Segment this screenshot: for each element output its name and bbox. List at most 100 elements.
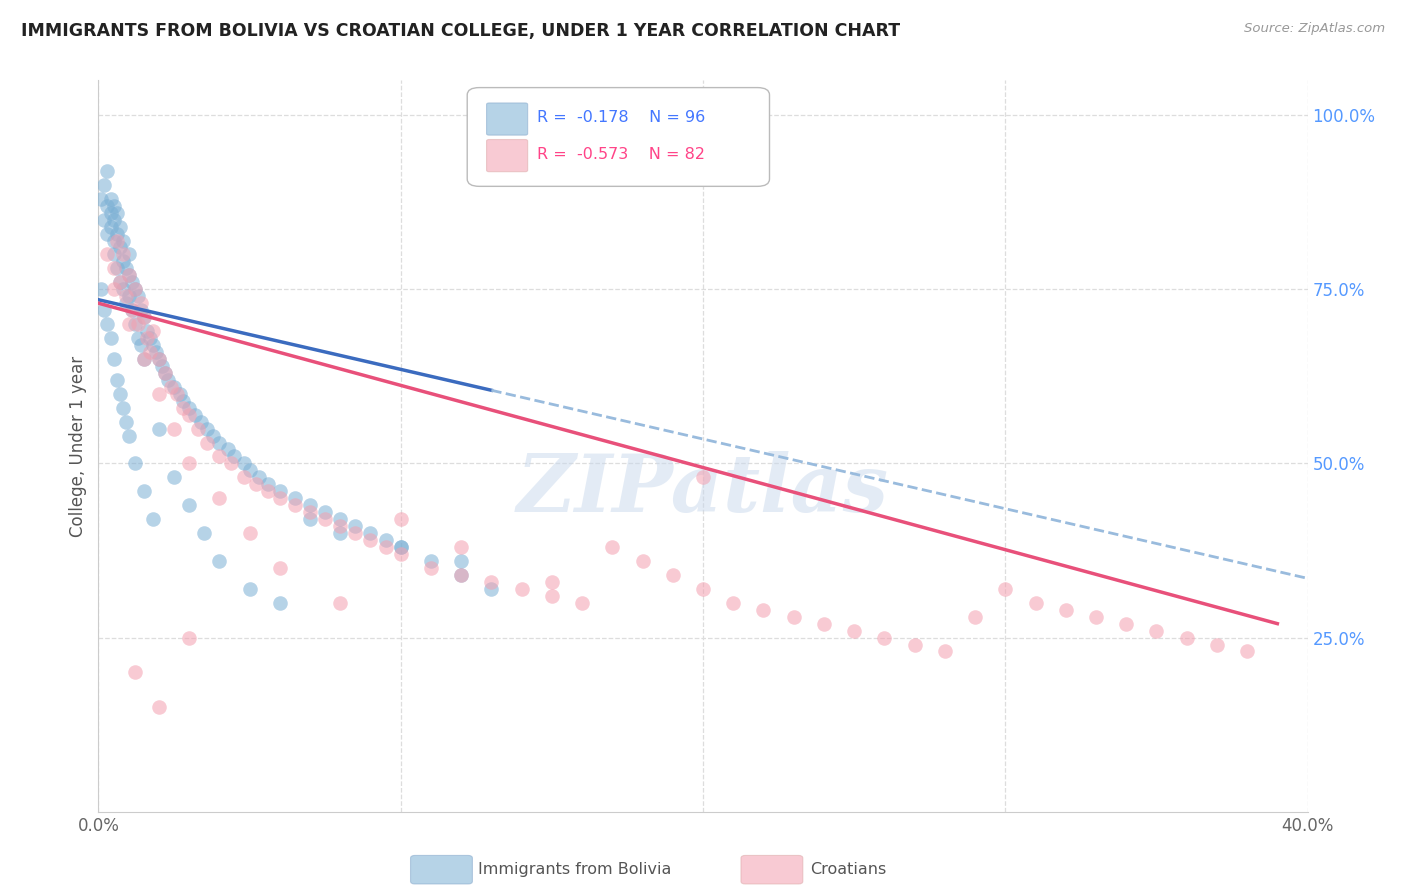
Point [723,596,745,610]
Point [135,324,157,338]
Point [195,421,218,435]
Point [124,457,146,471]
Point [269,596,291,610]
Point [481,574,503,589]
Point [360,533,382,547]
Point [179,498,201,512]
Point [752,603,775,617]
Point [111,254,134,268]
Point [256,477,278,491]
Point [103,199,125,213]
Point [299,505,322,519]
Point [132,351,155,366]
Point [118,247,141,261]
Point [148,351,170,366]
Point [93,212,115,227]
Point [118,428,141,442]
Point [148,421,170,435]
Point [127,317,149,331]
Point [114,289,136,303]
Point [127,331,149,345]
Point [118,268,141,283]
Point [540,589,562,603]
Point [994,582,1017,596]
Point [904,638,927,652]
Point [844,624,866,638]
Point [1115,616,1137,631]
Point [329,526,352,541]
Text: R =  -0.178    N = 96: R = -0.178 N = 96 [537,110,706,125]
Point [602,540,624,554]
Point [692,582,714,596]
Point [284,498,307,512]
Point [1144,624,1167,638]
FancyBboxPatch shape [486,103,527,135]
Point [153,366,176,380]
Point [389,512,412,526]
Point [148,386,170,401]
Point [450,554,472,568]
Point [108,219,131,234]
Point [813,616,835,631]
Point [163,470,186,484]
Point [96,247,118,261]
Point [132,310,155,325]
Point [179,631,201,645]
Point [103,247,125,261]
Point [108,275,131,289]
Point [124,282,146,296]
Point [121,303,143,318]
Point [103,261,125,276]
Point [139,345,162,359]
Point [389,547,412,561]
Point [450,567,472,582]
Point [195,435,218,450]
Point [163,421,186,435]
Point [374,533,396,547]
Point [160,380,183,394]
Point [114,296,136,310]
Point [1054,603,1077,617]
Point [344,526,367,541]
Point [208,450,231,464]
Point [132,310,155,325]
Point [111,282,134,296]
Point [124,665,146,680]
Text: Croatians: Croatians [810,863,886,877]
Text: Source: ZipAtlas.com: Source: ZipAtlas.com [1244,22,1385,36]
Text: IMMIGRANTS FROM BOLIVIA VS CROATIAN COLLEGE, UNDER 1 YEAR CORRELATION CHART: IMMIGRANTS FROM BOLIVIA VS CROATIAN COLL… [21,22,900,40]
Point [118,268,141,283]
Point [631,554,654,568]
Point [105,227,128,241]
Y-axis label: College, Under 1 year: College, Under 1 year [69,355,87,537]
Point [127,289,149,303]
Point [232,470,254,484]
Point [148,700,170,714]
Point [239,463,262,477]
Point [90,282,112,296]
Point [239,582,262,596]
Point [239,526,262,541]
Point [179,401,201,415]
Text: R =  -0.573    N = 82: R = -0.573 N = 82 [537,146,706,161]
Point [145,345,167,359]
Point [105,234,128,248]
Point [193,526,215,541]
FancyBboxPatch shape [467,87,769,186]
Point [314,512,336,526]
Point [232,457,254,471]
FancyBboxPatch shape [486,139,527,171]
Point [93,178,115,192]
Point [129,296,152,310]
Point [420,561,443,575]
Point [179,408,201,422]
Point [1236,644,1258,658]
Point [1085,609,1108,624]
Point [163,380,186,394]
Point [540,574,562,589]
Point [269,561,291,575]
Point [1206,638,1229,652]
Point [1024,596,1046,610]
Point [132,351,155,366]
Point [360,526,382,541]
